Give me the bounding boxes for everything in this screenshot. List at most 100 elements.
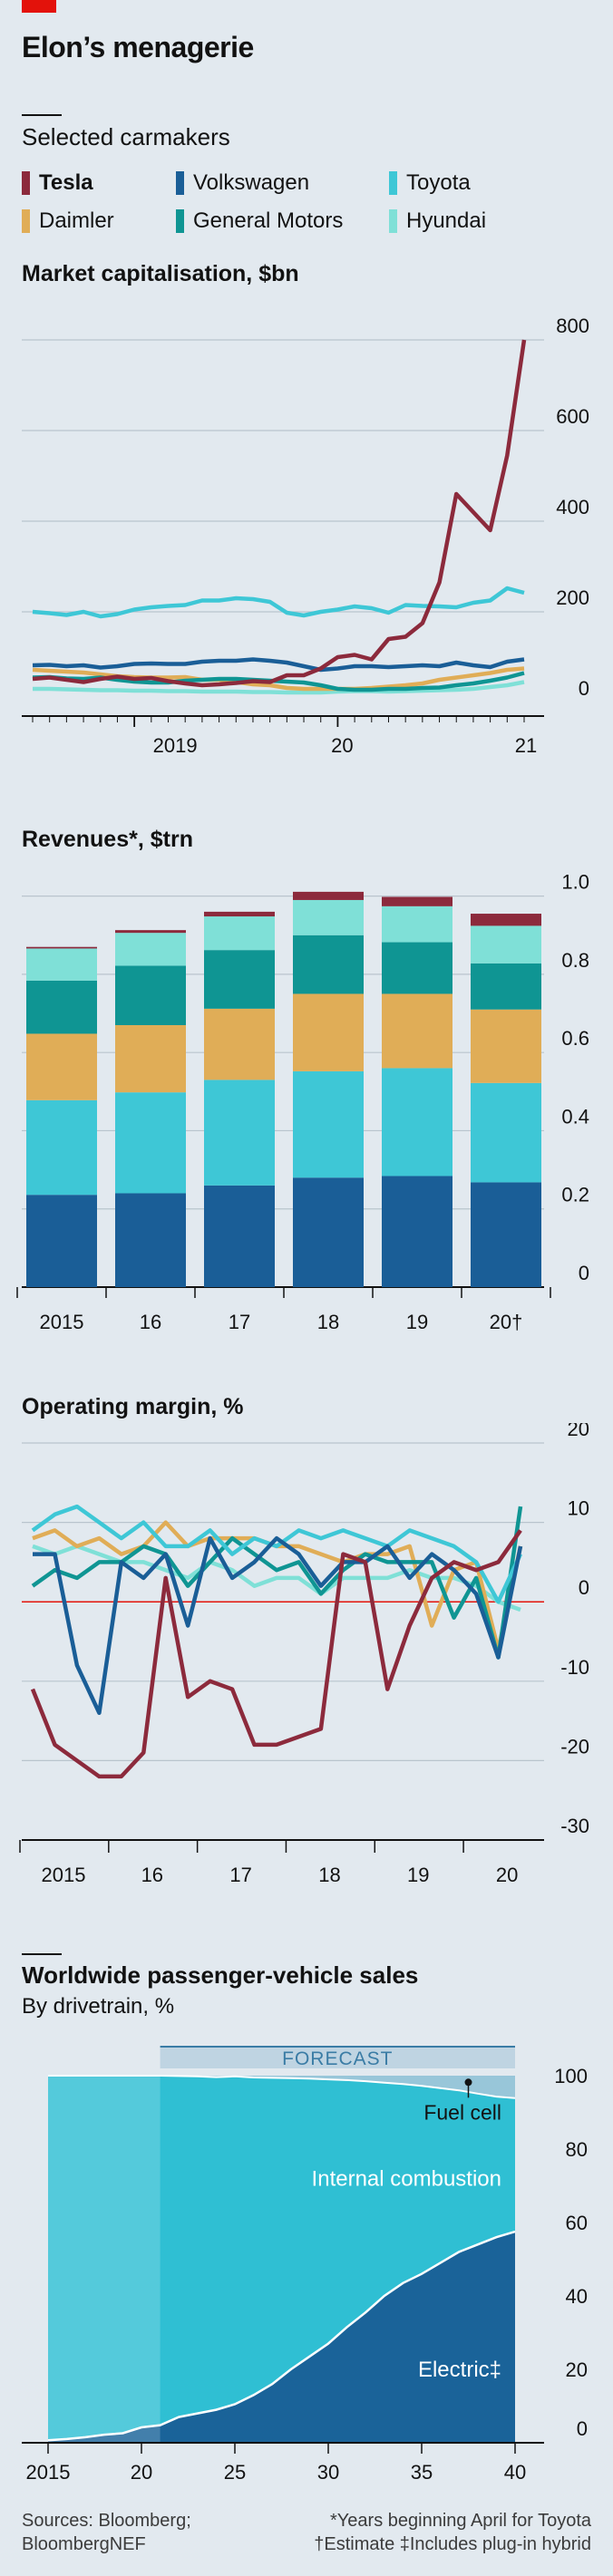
forecast-band	[160, 2047, 515, 2068]
bar-volkswagen	[115, 1193, 186, 1287]
y-tick-label: -10	[560, 1656, 589, 1679]
bar-daimler	[204, 1008, 275, 1080]
brand-tab	[22, 0, 56, 13]
chart3-title: Operating margin, %	[22, 1394, 244, 1419]
bar-hyundai	[293, 899, 364, 935]
forecast-label: FORECAST	[282, 2048, 393, 2069]
bar-general-motors	[382, 942, 452, 994]
label-fuel-cell: Fuel cell	[423, 2101, 501, 2125]
series-line-toyota	[31, 1504, 523, 1604]
legend-item-daimler: Daimler	[22, 208, 114, 234]
y-tick-label: 800	[556, 315, 589, 337]
y-tick-label: 20	[568, 1423, 589, 1440]
legend-swatch	[176, 171, 184, 195]
y-tick-label: 0.2	[561, 1184, 589, 1206]
x-tick-label: 17	[229, 1864, 251, 1886]
legend-swatch	[389, 209, 397, 233]
legend-swatch	[22, 171, 30, 195]
bar-volkswagen	[471, 1182, 541, 1287]
drivetrain-chart: 0 20 40 60 80 100 FORECAST 2015 20 25 30 35 40 Fuel c…	[22, 2046, 588, 2484]
y-tick-label: 40	[566, 2285, 588, 2308]
bar-daimler	[382, 993, 452, 1069]
y-tick-label: -20	[560, 1735, 589, 1758]
x-tick-label: 17	[229, 1311, 250, 1333]
electric-boundary-line	[47, 2230, 516, 2442]
bar-daimler	[471, 1009, 541, 1083]
y-tick-label: 0	[579, 677, 589, 700]
footnotes: *Years beginning April for Toyota †Estim…	[314, 2509, 591, 2556]
y-tick-label: 10	[568, 1497, 589, 1520]
x-tick-label: 20	[331, 734, 353, 757]
x-tick-label: 25	[224, 2461, 246, 2484]
sources-line-1: Sources: Bloomberg;	[22, 2511, 191, 2531]
legend-label: General Motors	[193, 208, 344, 233]
page-title: Elon’s menagerie	[22, 31, 254, 63]
sources: Sources: Bloomberg; BloombergNEF	[22, 2509, 191, 2556]
x-tick-label: 16	[140, 1311, 161, 1333]
bar-toyota	[471, 1082, 541, 1183]
bar-toyota	[204, 1080, 275, 1186]
chart4-title: Worldwide passenger-vehicle sales	[22, 1961, 419, 1989]
chart2-title: Revenues*, $trn	[22, 827, 193, 852]
chart4-subtitle: By drivetrain, %	[22, 1994, 175, 2019]
bar-volkswagen	[204, 1185, 275, 1287]
x-tick-label: 19	[406, 1311, 428, 1333]
x-tick-label: 16	[141, 1864, 163, 1886]
x-tick-label: 40	[504, 2461, 526, 2484]
x-tick-label: 2015	[26, 2461, 71, 2484]
bar-general-motors	[115, 965, 186, 1025]
y-tick-label: -30	[560, 1815, 589, 1837]
bar-tesla	[293, 891, 364, 900]
series-line-general-motors	[31, 1506, 523, 1660]
legend-item-hyundai: Hyundai	[389, 208, 486, 234]
x-tick-label: 30	[317, 2461, 339, 2484]
series-line-general-motors	[32, 671, 525, 692]
revenues-chart: 0 0.2 0.4 0.6 0.8 1.0 2015 16 17 18 19 20†	[16, 871, 589, 1333]
area-electric	[48, 2232, 515, 2443]
section-rule-2	[22, 1953, 62, 1955]
x-tick-label: 18	[317, 1311, 339, 1333]
x-tick-label: 2019	[153, 734, 198, 757]
x-tick-label: 35	[411, 2461, 433, 2484]
legend-label: Toyota	[406, 170, 471, 195]
label-internal-combustion: Internal combustion	[312, 2167, 501, 2192]
y-tick-label: 600	[556, 405, 589, 428]
legend-item-general-motors: General Motors	[176, 208, 343, 234]
y-tick-label: 20	[566, 2358, 588, 2381]
legend-label: Hyundai	[406, 208, 487, 233]
y-tick-label: 80	[566, 2138, 588, 2161]
bar-hyundai	[26, 948, 97, 981]
x-tick-label: 20	[131, 2461, 152, 2484]
y-tick-label: 60	[566, 2212, 588, 2234]
ice-boundary-line	[48, 2075, 516, 2099]
y-tick-label: 200	[556, 586, 589, 609]
footnote-2: †Estimate ‡Includes plug-in hybrid	[314, 2534, 591, 2554]
legend: Tesla Volkswagen Toyota Daimler General Moto…	[22, 170, 602, 243]
y-tick-label: 0	[579, 1576, 589, 1599]
bar-general-motors	[204, 950, 275, 1009]
legend-label: Daimler	[39, 208, 114, 233]
bar-tesla	[204, 911, 275, 917]
bar-daimler	[293, 993, 364, 1071]
series-line-toyota	[32, 586, 525, 619]
legend-item-toyota: Toyota	[389, 170, 471, 196]
bar-tesla	[26, 946, 97, 949]
bar-toyota	[26, 1099, 97, 1196]
bar-general-motors	[26, 980, 97, 1034]
y-tick-label: 400	[556, 496, 589, 518]
series-line-daimler	[32, 1520, 523, 1652]
x-tick-label: 21	[515, 734, 537, 757]
legend-swatch	[389, 171, 397, 195]
y-tick-label: 0.8	[561, 949, 589, 972]
legend-heading: Selected carmakers	[22, 123, 230, 150]
series-line-volkswagen	[32, 657, 525, 673]
y-tick-label: 0.4	[561, 1105, 589, 1128]
section-rule	[22, 114, 62, 116]
y-tick-label: 0	[579, 1262, 589, 1284]
bar-general-motors	[471, 963, 541, 1010]
legend-item-tesla: Tesla	[22, 170, 93, 196]
series-line-volkswagen	[33, 1535, 523, 1716]
bar-volkswagen	[293, 1177, 364, 1287]
y-tick-label: 0	[577, 2417, 588, 2440]
legend-swatch	[22, 209, 30, 233]
